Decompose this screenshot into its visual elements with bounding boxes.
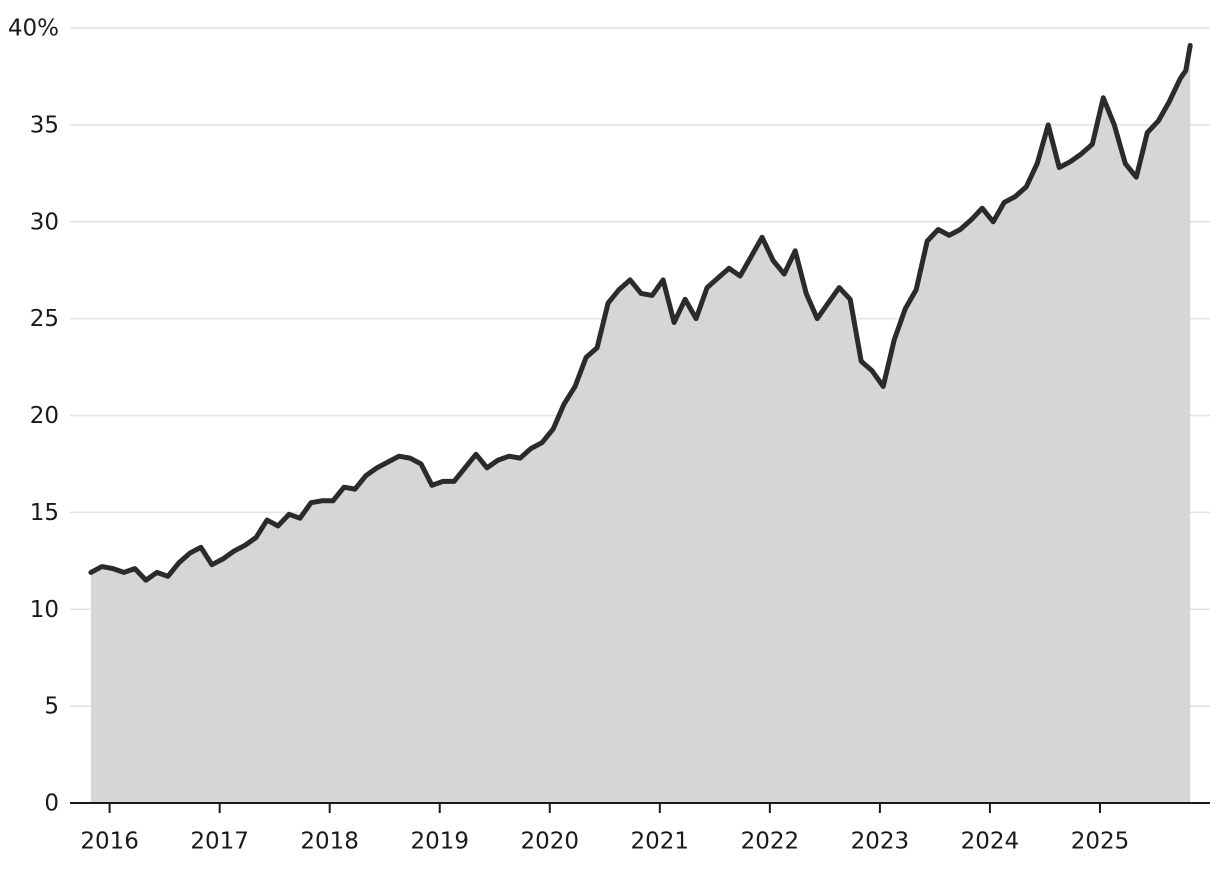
y-tick-label: 25 xyxy=(30,306,59,332)
line xyxy=(88,42,1193,583)
x-tick-label: 2024 xyxy=(961,829,1020,855)
x-tick-label: 2020 xyxy=(520,829,579,855)
x-tick-label: 2018 xyxy=(300,829,359,855)
x-tick-label: 2025 xyxy=(1071,829,1130,855)
y-tick-label: 40% xyxy=(8,16,59,42)
y-tick-label: 30 xyxy=(30,209,59,235)
x-tick-label: 2019 xyxy=(410,829,469,855)
y-tick-label: 20 xyxy=(30,403,59,429)
x-tick-label: 2022 xyxy=(741,829,800,855)
y-tick-label: 0 xyxy=(44,791,59,817)
x-tick-label: 2016 xyxy=(80,829,139,855)
x-tick-label: 2023 xyxy=(851,829,910,855)
y-tick-label: 35 xyxy=(30,112,59,138)
area xyxy=(90,45,1191,803)
x-tick-label: 2017 xyxy=(190,829,249,855)
y-tick-label: 15 xyxy=(30,500,59,526)
x-tick-label: 2021 xyxy=(631,829,690,855)
y-tick-label: 10 xyxy=(30,597,59,623)
y-tick-label: 5 xyxy=(44,694,59,720)
